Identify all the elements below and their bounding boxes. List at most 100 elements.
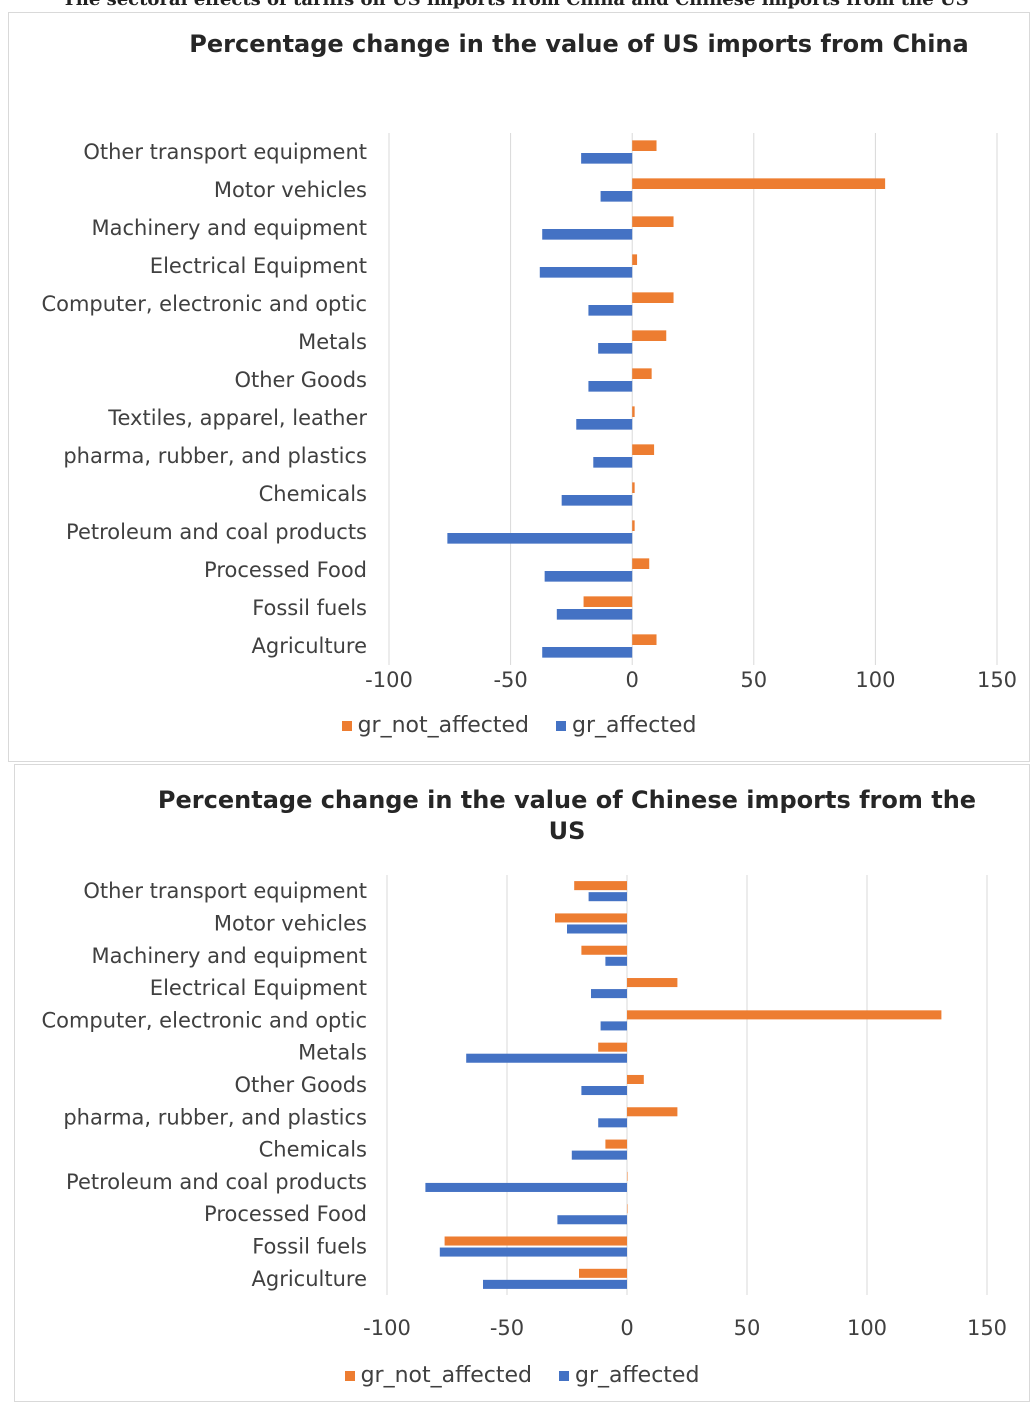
bar-not-affected [632,292,674,303]
x-tick-label: 0 [626,668,639,692]
legend-swatch-affected [559,1371,570,1381]
legend-label: gr_affected [572,713,697,738]
bar-not-affected [627,1204,628,1214]
x-tick-label: 50 [734,1316,761,1340]
bar-not-affected [632,520,635,531]
bar-not-affected [632,444,655,455]
category-label: Electrical Equipment [150,976,367,1000]
category-label: Electrical Equipment [150,254,367,278]
bar-affected [571,1150,627,1160]
bar-not-affected [605,1139,627,1149]
bar-affected [591,989,627,999]
bar-affected [447,533,633,544]
category-label: pharma, rubber, and plastics [63,444,367,468]
bar-affected [600,191,633,202]
category-label: Petroleum and coal products [66,520,367,544]
bar-affected [556,609,633,620]
bar-not-affected [632,140,657,151]
bar-affected [605,956,627,966]
legend-swatch-not-affected [341,721,352,731]
bar-affected [593,457,633,468]
bar-not-affected [581,945,627,955]
bar-affected [557,1215,627,1225]
bar-not-affected [632,254,638,265]
bar-affected [466,1053,627,1063]
chart-plot-us-imports: -100 -50 0 50 100 150 Other transport equipmen… [41,133,1017,692]
chart-title: Percentage change in the value of US imp… [189,30,969,58]
bar-affected [544,571,633,582]
bar-not-affected [632,368,652,379]
category-label: Chemicals [259,482,367,506]
category-label: Motor vehicles [214,911,367,935]
legend-item-affected: gr_affected [559,1363,699,1388]
category-label: Processed Food [204,558,367,582]
category-label: Fossil fuels [252,1235,367,1259]
bar-not-affected [579,1268,627,1278]
chart-panel-chinese-imports: Percentage change in the value of Chines… [14,764,1030,1402]
legend-item-not-affected: gr_not_affected [344,1363,532,1388]
bar-not-affected [632,406,635,417]
bar-not-affected [583,596,633,607]
category-label: Metals [298,330,367,354]
bar-not-affected [627,1107,678,1117]
bar-affected [567,924,627,934]
bar-not-affected [627,1010,942,1020]
x-tick-label: -100 [365,668,413,692]
x-tick-label: 100 [847,1316,887,1340]
bar-not-affected [444,1236,627,1246]
category-label: Agriculture [252,634,368,658]
x-tick-label: 0 [620,1316,633,1340]
chart-title: Percentage change in the value of Chines… [157,786,977,845]
bar-affected [561,495,633,506]
chart-legend: gr_not_affected gr_affected [9,713,1029,738]
category-label: Other transport equipment [83,140,367,164]
category-label: Machinery and equipment [92,216,367,240]
chart-plot-chinese-imports: -100 -50 0 50 100 150 Other transport equipmen… [41,875,1007,1340]
legend-swatch-affected [556,721,567,731]
legend-item-not-affected: gr_not_affected [341,713,530,738]
bar-affected [588,381,633,392]
x-tick-label: -100 [363,1316,411,1340]
category-label: Fossil fuels [252,596,367,620]
bar-affected [581,1086,627,1096]
bar-not-affected [598,1042,627,1052]
category-label: Motor vehicles [214,178,367,202]
x-tick-label: -50 [490,1316,524,1340]
bar-not-affected [555,913,627,923]
category-label: Other transport equipment [83,879,367,903]
header-text: The sectoral effects of tariffs on US im… [0,0,1031,10]
category-label: Metals [298,1041,367,1065]
bar-affected [483,1279,627,1289]
bar-not-affected [632,634,657,645]
legend-item-affected: gr_affected [556,713,696,738]
bar-affected [600,1021,627,1031]
category-label: Agriculture [252,1267,368,1291]
category-label: Processed Food [204,1202,367,1226]
category-label: Textiles, apparel, leather [107,406,367,430]
bar-affected [539,267,633,278]
bar-affected [439,1247,627,1257]
legend-swatch-not-affected [344,1371,355,1381]
bar-affected [542,647,633,658]
category-label: Computer, electronic and optic [41,292,367,316]
bar-affected [425,1182,627,1192]
category-label: Machinery and equipment [92,944,367,968]
category-label: pharma, rubber, and plastics [63,1105,367,1129]
x-tick-label: 100 [855,668,895,692]
category-label: Chemicals [259,1138,367,1162]
bar-not-affected [627,1074,644,1084]
bar-not-affected [632,216,674,227]
chart-panel-us-imports: Percentage change in the value of US imp… [8,12,1030,762]
category-label: Petroleum and coal products [66,1170,367,1194]
category-label: Other Goods [234,368,367,392]
legend-label: gr_affected [575,1363,700,1388]
bar-not-affected [632,482,635,493]
bar-affected [598,1118,627,1128]
category-label: Computer, electronic and optic [41,1008,367,1032]
bar-affected [542,229,633,240]
legend-label: gr_not_affected [357,713,530,738]
category-label: Other Goods [234,1073,367,1097]
x-tick-label: -50 [493,668,527,692]
x-tick-label: 50 [740,668,767,692]
x-tick-label: 150 [967,1316,1007,1340]
